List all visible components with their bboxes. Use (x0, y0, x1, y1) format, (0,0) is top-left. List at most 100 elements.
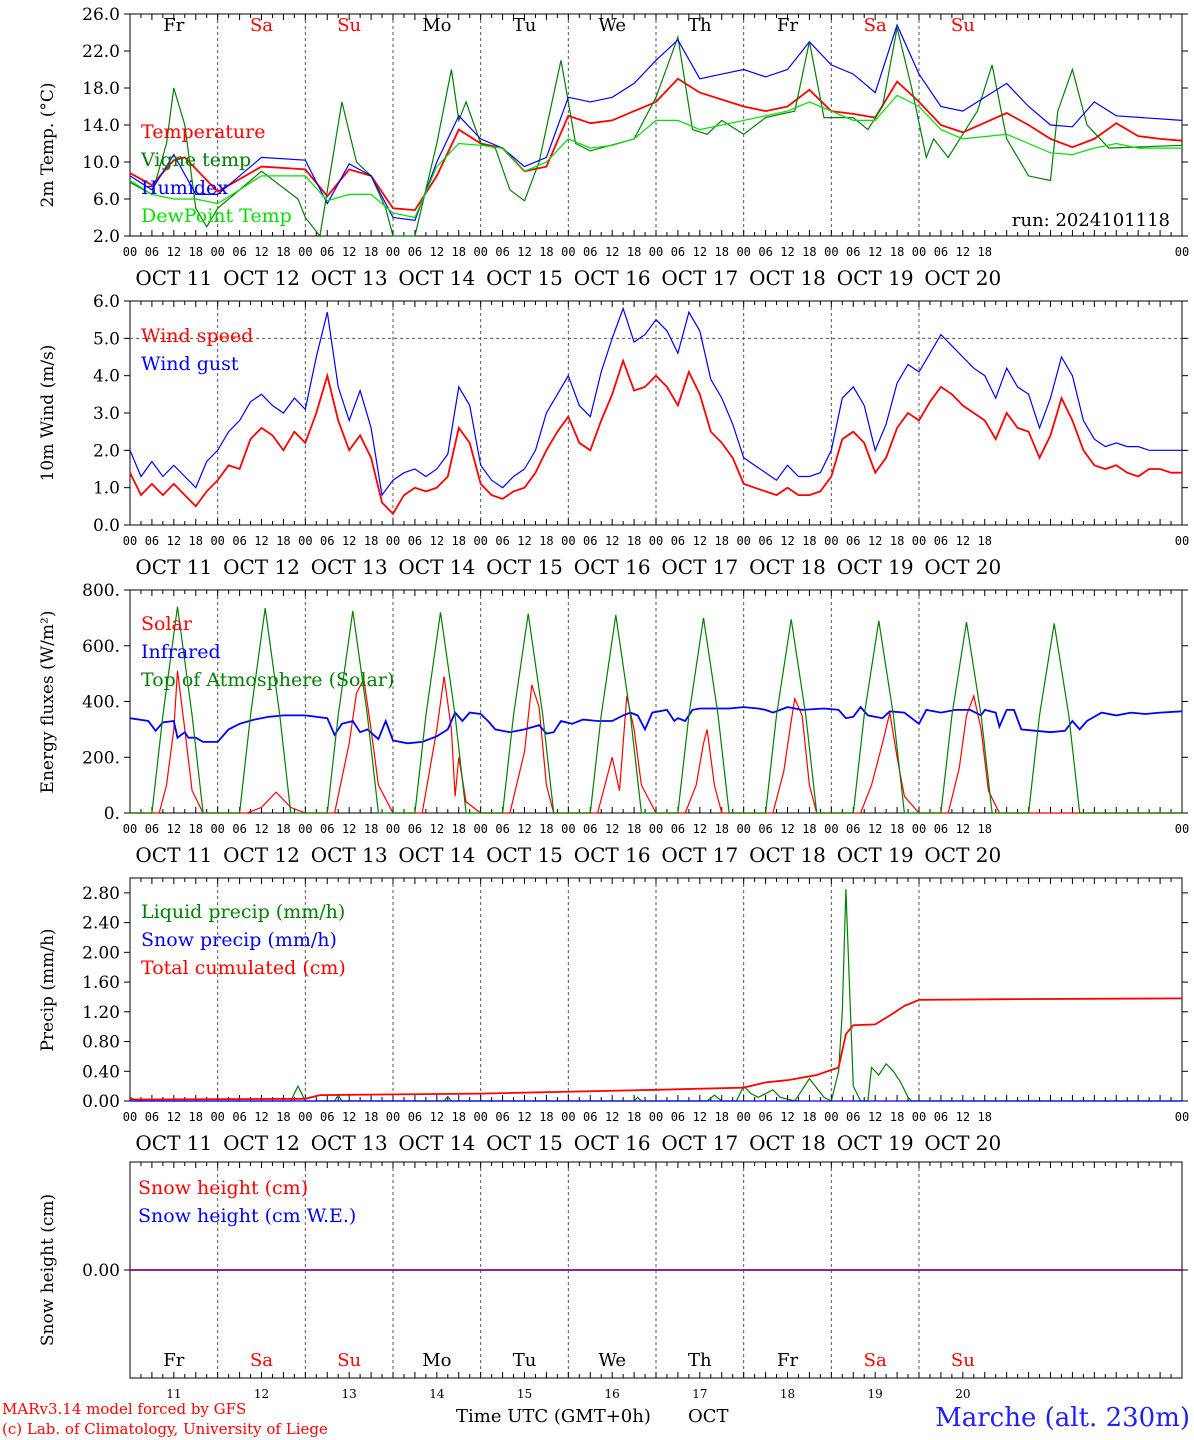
y-tick-label: 0. (104, 804, 120, 824)
x-hour-label: 06 (934, 822, 948, 836)
x-date-label: OCT 15 (486, 266, 563, 290)
weekday-label: Mo (422, 1350, 451, 1371)
x-hour-label: 18 (364, 822, 378, 836)
x-day-number: 17 (692, 1387, 707, 1401)
x-hour-label: 18 (978, 822, 992, 836)
x-hour-label: 06 (583, 822, 597, 836)
x-hour-label: 18 (978, 534, 992, 548)
series-line (129, 997, 1183, 1101)
x-hour-label: 18 (364, 245, 378, 259)
x-date-label: OCT 17 (661, 843, 738, 867)
x-hour-label: 12 (167, 245, 181, 259)
weekday-label: Tu (513, 1350, 537, 1371)
x-day-number: 20 (955, 1387, 970, 1401)
x-date-label: OCT 19 (837, 555, 914, 579)
x-hour-label: 18 (276, 822, 290, 836)
x-hour-label: 12 (693, 245, 707, 259)
x-hour-label: 06 (671, 534, 685, 548)
x-hour-label: 06 (232, 245, 246, 259)
x-date-label: OCT 13 (311, 266, 388, 290)
x-hour-label: 06 (495, 1110, 509, 1124)
x-hour-label: 06 (145, 245, 159, 259)
y-tick-label: 6.0 (93, 190, 120, 210)
x-date-label: OCT 16 (574, 266, 651, 290)
weekday-label: Su (951, 15, 975, 36)
x-hour-label: 00 (649, 822, 663, 836)
x-hour-label: 12 (956, 822, 970, 836)
x-hour-label: 00 (561, 245, 575, 259)
x-hour-label: 12 (517, 1110, 531, 1124)
y-axis-label: 2m Temp. (°C) (38, 82, 58, 207)
x-hour-label: 12 (605, 245, 619, 259)
x-hour-label: 12 (517, 534, 531, 548)
y-tick-label: 14.0 (82, 116, 120, 136)
legend-entry: DewPoint Temp (141, 205, 292, 227)
y-axis-label: 10m Wind (m/s) (38, 345, 58, 482)
x-hour-label: 00 (912, 245, 926, 259)
x-hour-label: 18 (539, 245, 553, 259)
x-date-label: OCT 15 (486, 1131, 563, 1155)
x-hour-label: 18 (276, 1110, 290, 1124)
x-hour-label: 12 (254, 822, 268, 836)
legend-entry: Wind gust (141, 353, 239, 375)
y-tick-label: 1.0 (93, 479, 120, 499)
x-hour-label: 18 (452, 1110, 466, 1124)
x-hour-label: 18 (452, 534, 466, 548)
weekday-label: Tu (513, 15, 537, 36)
legend-entry: Wind speed (141, 325, 253, 347)
weekday-label: We (598, 15, 626, 36)
x-hour-label: 00 (210, 245, 224, 259)
x-hour-label: 12 (167, 1110, 181, 1124)
x-hour-label: 12 (517, 822, 531, 836)
x-hour-label: 00 (473, 245, 487, 259)
x-hour-label: 00 (1175, 534, 1189, 548)
lab-credit: (c) Lab. of Climatology, University of L… (2, 1420, 328, 1438)
y-axis-label: Energy fluxes (W/m²) (38, 611, 58, 794)
x-hour-label: 18 (627, 534, 641, 548)
x-hour-label: 00 (473, 822, 487, 836)
x-hour-label: 18 (802, 1110, 816, 1124)
x-date-label: OCT 18 (749, 266, 826, 290)
x-date-label: OCT 13 (311, 555, 388, 579)
x-hour-label: 06 (320, 245, 334, 259)
y-tick-label: 600. (82, 637, 120, 657)
x-date-label: OCT 17 (661, 266, 738, 290)
legend-entry: Solar (141, 613, 193, 635)
legend-entry: Total cumulated (cm) (141, 957, 346, 979)
y-tick-label: 400. (82, 693, 120, 713)
x-hour-label: 12 (605, 534, 619, 548)
panel-5: 0.00 Snow height (cm) Fr Sa Su Mo Tu We Th Fr Sa Su… (38, 1161, 1188, 1401)
series-line (130, 606, 1182, 814)
x-hour-label: 06 (408, 1110, 422, 1124)
x-hour-label: 18 (890, 245, 904, 259)
x-hour-label: 12 (167, 534, 181, 548)
x-date-label: OCT 17 (661, 1131, 738, 1155)
weekday-label: Th (688, 1350, 712, 1371)
weekday-label: Fr (163, 15, 184, 36)
x-hour-label: 00 (912, 822, 926, 836)
x-hour-label: 00 (649, 534, 663, 548)
x-hour-label: 06 (758, 534, 772, 548)
weekday-label: Su (337, 1350, 361, 1371)
y-tick-label: 2.0 (93, 227, 120, 247)
y-tick-label: 1.20 (82, 1003, 120, 1023)
model-credit: MARv3.14 model forced by GFS (2, 1400, 246, 1418)
x-hour-label: 06 (758, 822, 772, 836)
x-hour-label: 12 (868, 534, 882, 548)
x-date-label: OCT 18 (749, 1131, 826, 1155)
weekday-label: Mo (422, 15, 451, 36)
x-date-label: OCT 11 (135, 1131, 212, 1155)
x-hour-label: 18 (364, 534, 378, 548)
x-hour-label: 12 (780, 245, 794, 259)
x-hour-label: 18 (802, 245, 816, 259)
x-hour-label: 06 (758, 1110, 772, 1124)
time-axis-month: OCT (688, 1406, 729, 1427)
plot-frame (129, 589, 1183, 814)
x-hour-label: 12 (517, 245, 531, 259)
y-tick-label: 22.0 (82, 42, 120, 62)
x-hour-label: 06 (145, 1110, 159, 1124)
series-line (129, 27, 1183, 238)
weekday-label: Sa (250, 15, 273, 36)
x-hour-label: 06 (320, 1110, 334, 1124)
